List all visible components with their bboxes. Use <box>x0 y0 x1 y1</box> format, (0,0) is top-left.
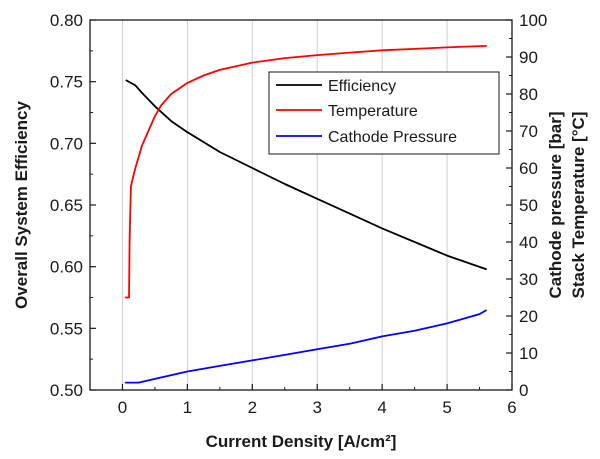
x-tick-label: 2 <box>248 398 257 417</box>
axes: 0 1 2 3 4 5 6 0.50 0.55 0.60 0.65 0.70 0.75 0.80 0 10 20… <box>50 11 547 417</box>
y-right-tick-label: 0 <box>519 381 528 400</box>
x-axis-title: Current Density [A/cm²] <box>206 432 397 451</box>
x-tick-label: 5 <box>442 398 451 417</box>
series-line-efficiency <box>125 79 487 271</box>
x-tick-label: 4 <box>377 398 386 417</box>
y-right-tick-label: 20 <box>519 307 538 326</box>
x-tick-label: 1 <box>183 398 192 417</box>
y-right-tick-label: 70 <box>519 122 538 141</box>
y-right-tick-label: 50 <box>519 196 538 215</box>
y-right-tick-label: 60 <box>519 159 538 178</box>
y-right-tick-label: 10 <box>519 344 538 363</box>
y-left-axis-title: Overall System Efficiency <box>12 101 31 309</box>
y-right-tick-label: 90 <box>519 48 538 67</box>
legend-label-efficiency: Efficiency <box>328 78 396 95</box>
y-right-tick-label: 40 <box>519 233 538 252</box>
series-line-temperature <box>124 45 487 299</box>
y-left-tick-label: 0.55 <box>50 319 83 338</box>
y-right-tick-label: 80 <box>519 85 538 104</box>
x-tick-label: 0 <box>118 398 127 417</box>
legend-label-temperature: Temperature <box>328 103 418 120</box>
plot-frame <box>89 19 513 391</box>
y-right-tick-label: 30 <box>519 270 538 289</box>
y-left-tick-label: 0.70 <box>50 134 83 153</box>
legend: Efficiency Temperature Cathode Pressure <box>268 71 500 155</box>
y-left-tick-label: 0.65 <box>50 196 83 215</box>
y-left-tick-label: 0.60 <box>50 258 83 277</box>
x-tick-label: 6 <box>507 398 516 417</box>
y-left-tick-label: 0.50 <box>50 381 83 400</box>
legend-label-cathode-pressure: Cathode Pressure <box>328 129 457 146</box>
y-right-tick-label: 100 <box>519 11 547 30</box>
series-lines <box>124 45 487 384</box>
y-right-axis-title-pressure: Cathode pressure [bar] <box>546 111 565 298</box>
y-left-tick-label: 0.80 <box>50 11 83 30</box>
x-tick-label: 3 <box>312 398 321 417</box>
y-left-tick-label: 0.75 <box>50 73 83 92</box>
y-right-axis-title-temperature: Stack Temperature [°C] <box>569 112 588 299</box>
series-line-cathode-pressure <box>124 309 487 384</box>
